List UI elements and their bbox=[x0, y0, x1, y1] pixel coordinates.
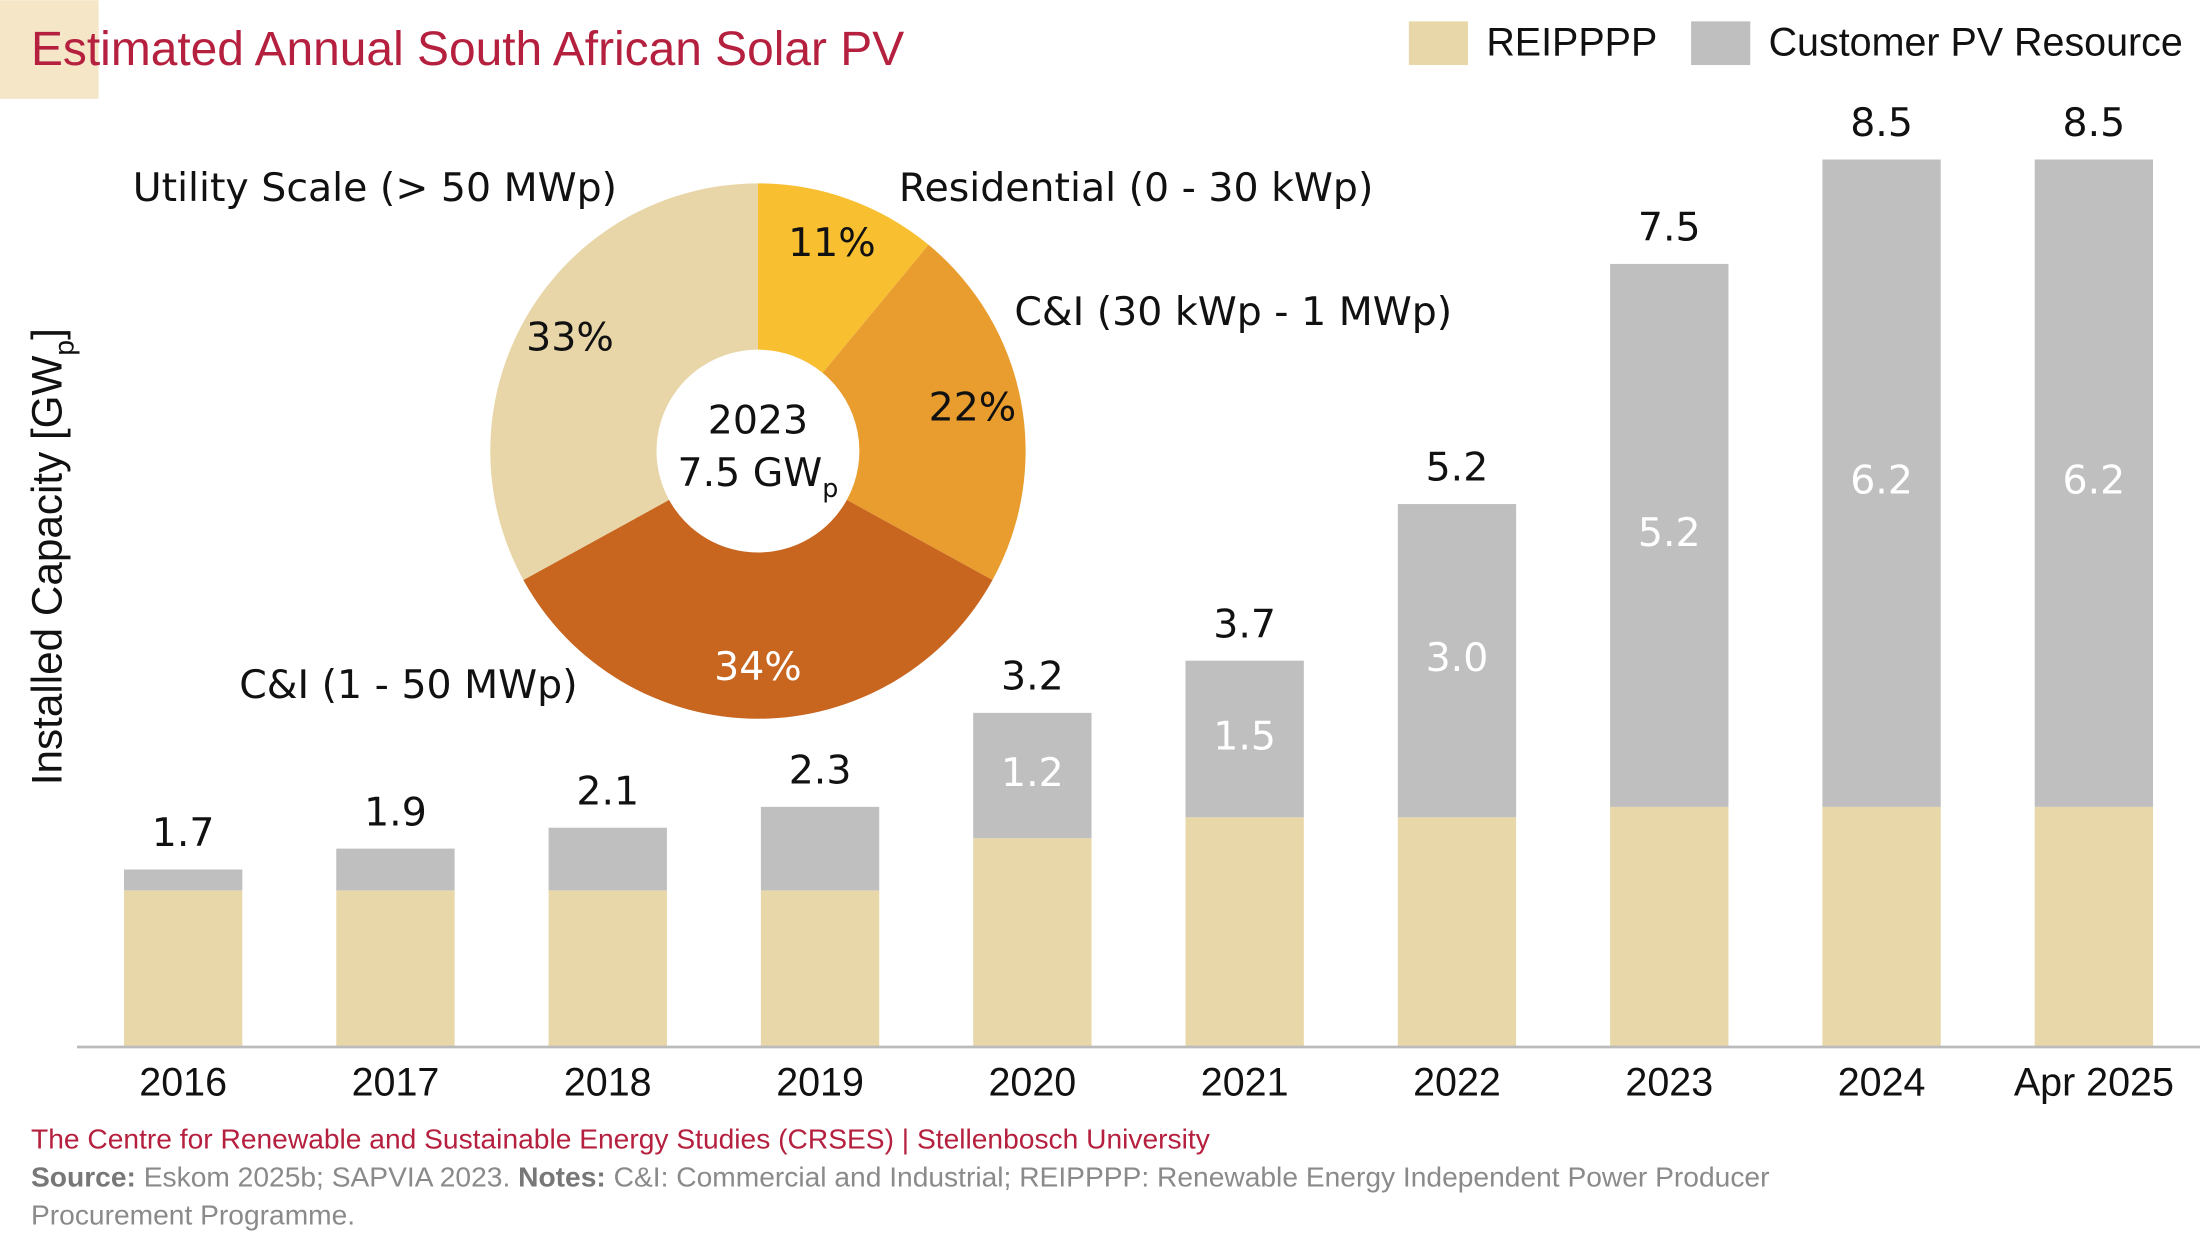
chart-title: Estimated Annual South African Solar PV bbox=[31, 23, 904, 76]
slice-value-label: 11% bbox=[788, 220, 876, 266]
bar-segment bbox=[548, 890, 667, 1047]
bar-segment bbox=[123, 890, 243, 1047]
pie-center-total: 7.5 GWp bbox=[677, 450, 838, 504]
y-axis-label-end: ] bbox=[24, 328, 71, 340]
total-label: 1.7 bbox=[152, 810, 215, 856]
total-label: 8.5 bbox=[2063, 100, 2126, 146]
x-tick-label: 2024 bbox=[1838, 1060, 1926, 1104]
slice-name-label: C&I (30 kWp - 1 MWp) bbox=[1014, 289, 1452, 335]
footer-credit: The Centre for Renewable and Sustainable… bbox=[30, 1124, 1210, 1156]
footer-source: Source: Eskom 2025b; SAPVIA 2023. Notes:… bbox=[31, 1160, 1919, 1236]
x-tick-label: Apr 2025 bbox=[2014, 1060, 2174, 1104]
pie-slice bbox=[523, 499, 993, 719]
slice-value-label: 22% bbox=[929, 385, 1017, 431]
bar-segment bbox=[1610, 263, 1729, 807]
segment-label: 5.2 bbox=[1638, 510, 1701, 556]
slice-name-label: Residential (0 - 30 kWp) bbox=[899, 165, 1374, 211]
total-label: 5.2 bbox=[1426, 445, 1489, 491]
x-tick-label: 2019 bbox=[776, 1060, 864, 1104]
total-label: 8.5 bbox=[1850, 100, 1913, 146]
bar-segment bbox=[1610, 806, 1729, 1047]
bar-segment bbox=[2034, 806, 2154, 1047]
legend-label: Customer PV Resource bbox=[1769, 21, 2183, 65]
bar-segment bbox=[1185, 817, 1304, 1047]
bar-segment bbox=[2034, 159, 2154, 807]
x-tick-label: 2021 bbox=[1201, 1060, 1289, 1104]
total-label: 7.5 bbox=[1638, 205, 1701, 251]
source-text: Eskom 2025b; SAPVIA 2023. bbox=[143, 1162, 511, 1194]
notes-text: C&I: Commercial and Industrial; REIPPPP:… bbox=[30, 1162, 1770, 1232]
bar-segment bbox=[1822, 806, 1941, 1047]
segment-label: 6.2 bbox=[1850, 458, 1913, 504]
legend-swatch bbox=[1408, 21, 1468, 66]
slice-value-label: 34% bbox=[714, 644, 802, 690]
bar-segment bbox=[1185, 660, 1304, 818]
pie-center-total-main: 7.5 GW bbox=[677, 450, 822, 496]
legend-label: REIPPPP bbox=[1486, 21, 1657, 65]
slice-value-label: 33% bbox=[526, 314, 614, 360]
footer: The Centre for Renewable and Sustainable… bbox=[31, 1122, 1919, 1236]
x-tick-label: 2018 bbox=[564, 1060, 652, 1104]
pie-slice bbox=[822, 244, 1026, 581]
x-tick-label: 2023 bbox=[1625, 1060, 1713, 1104]
total-label: 2.1 bbox=[576, 768, 639, 814]
bar-segment bbox=[1397, 817, 1517, 1047]
segment-label: 1.5 bbox=[1213, 713, 1276, 759]
bar-segment bbox=[760, 806, 880, 891]
x-tick-label: 2017 bbox=[352, 1060, 440, 1104]
pie-slice bbox=[490, 183, 758, 581]
x-tick-label: 2016 bbox=[139, 1060, 227, 1104]
segment-label: 6.2 bbox=[2063, 458, 2126, 504]
bar-segment bbox=[123, 869, 243, 891]
total-label: 3.2 bbox=[1001, 654, 1064, 700]
slice-name-label: Utility Scale (> 50 MWp) bbox=[133, 165, 617, 211]
footer-text: The Centre for Renewable and Sustainable… bbox=[31, 1122, 1919, 1236]
segment-label: 3.0 bbox=[1426, 635, 1489, 681]
bar-segment bbox=[760, 890, 880, 1047]
bar-segment bbox=[1397, 504, 1517, 818]
slice-name-label: C&I (1 - 50 MWp) bbox=[239, 662, 577, 708]
bar-segment bbox=[973, 838, 1092, 1047]
bar-segment bbox=[336, 848, 455, 891]
segment-label: 1.2 bbox=[1001, 750, 1064, 796]
y-axis-label: Installed Capacity [GWp] bbox=[24, 328, 80, 785]
pie-center-total-sub: p bbox=[822, 473, 838, 503]
x-tick-label: 2020 bbox=[988, 1060, 1076, 1104]
total-label: 3.7 bbox=[1213, 601, 1276, 647]
y-axis-label-main: Installed Capacity [GW bbox=[24, 355, 71, 785]
source-label: Source: bbox=[30, 1162, 136, 1194]
y-axis-label-sub: p bbox=[48, 340, 80, 356]
pie-center-year: 2023 bbox=[708, 397, 808, 443]
total-label: 2.3 bbox=[789, 748, 852, 794]
pie-slice bbox=[757, 183, 929, 373]
bar-segment bbox=[973, 712, 1092, 839]
x-tick-label: 2022 bbox=[1413, 1060, 1501, 1104]
title-accent bbox=[0, 0, 99, 99]
total-label: 1.9 bbox=[364, 789, 427, 835]
legend-swatch bbox=[1691, 21, 1751, 66]
bar-segment bbox=[1822, 159, 1941, 807]
bar-segment bbox=[336, 890, 455, 1047]
bar-segment bbox=[548, 827, 667, 891]
notes-label: Notes: bbox=[518, 1162, 606, 1194]
